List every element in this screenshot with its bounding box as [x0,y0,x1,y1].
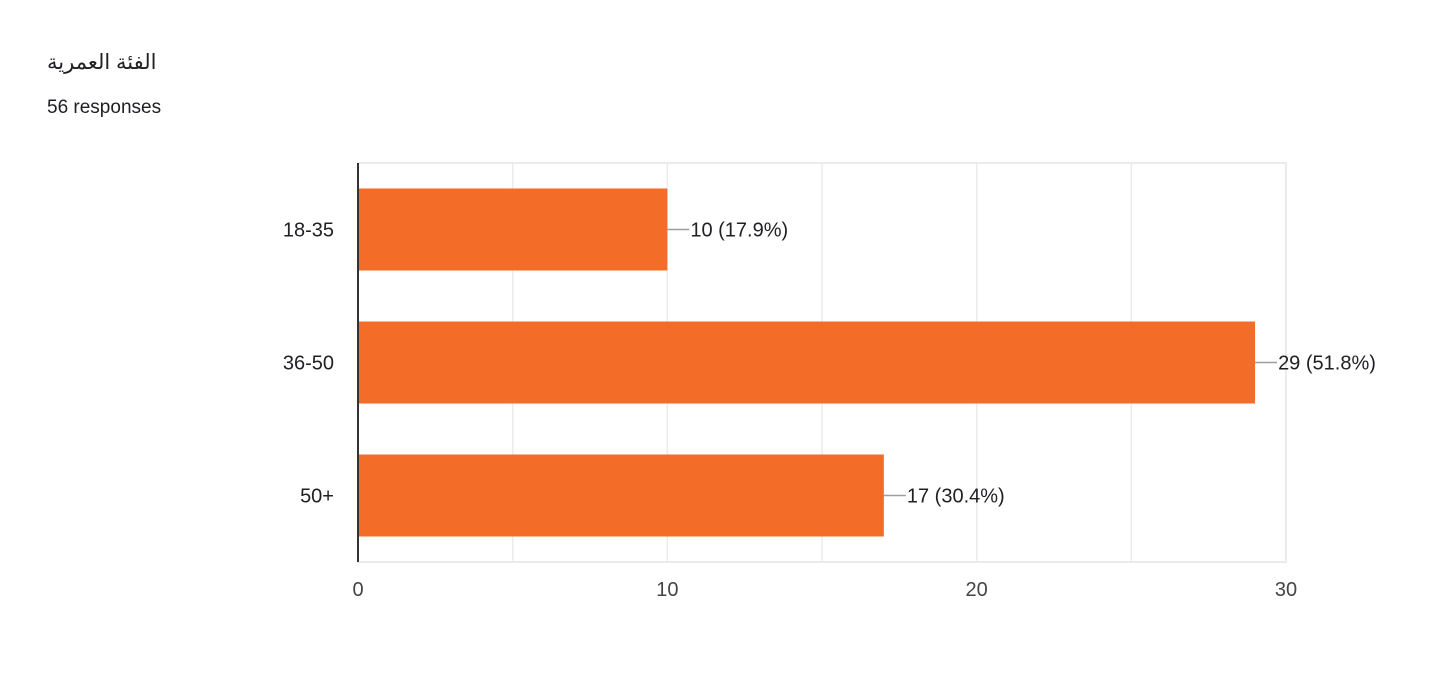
data-label: 17 (30.4%) [907,486,1005,508]
x-tick-label: 0 [352,579,363,601]
axis-layer: 0 10 20 30 [352,163,1297,601]
data-label: 10 (17.9%) [690,220,788,242]
x-tick-label: 10 [656,579,678,601]
category-label: 50+ [300,486,334,508]
response-count: 56 responses [47,97,162,118]
data-label: 29 (51.8%) [1278,353,1376,375]
category-label: 18-35 [283,220,334,242]
bar-18-35 [358,188,668,271]
category-label: 36-50 [283,353,334,375]
x-tick-label: 20 [966,579,988,601]
label-layer: 18-35 10 (17.9%) 36-50 29 (51.8%) 50+ 17 (30.… [283,220,1376,508]
x-tick-label: 30 [1275,579,1297,601]
bar-36-50 [358,321,1256,404]
bar-layer [358,188,1256,537]
bar-50+ [358,454,884,537]
question-title: الفئة العمرية [47,51,157,74]
